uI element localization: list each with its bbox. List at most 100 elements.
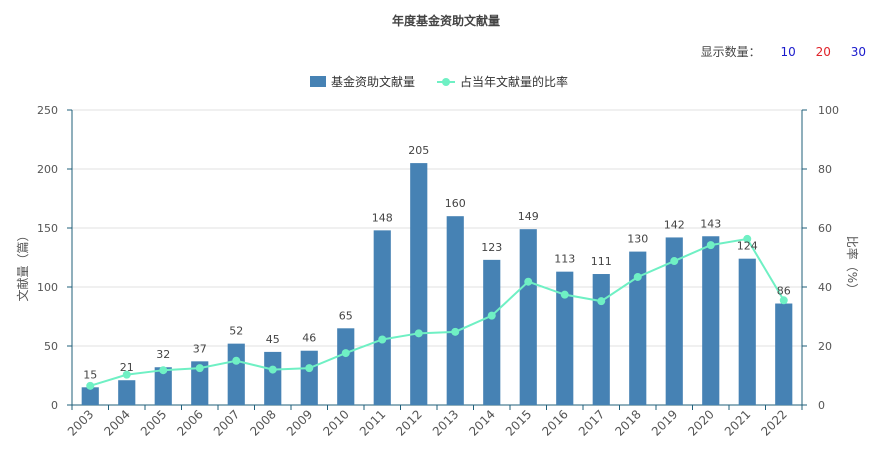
bar-value-label: 149 [518, 210, 539, 223]
ratio-point[interactable] [560, 290, 569, 299]
ratio-point[interactable] [378, 335, 387, 344]
bar-value-label: 37 [193, 342, 207, 355]
bar-value-label: 46 [302, 332, 316, 345]
bar[interactable] [373, 230, 391, 405]
y2-tick-label: 0 [818, 399, 825, 412]
bar[interactable] [556, 271, 574, 405]
x-tick-label: 2014 [466, 407, 497, 438]
bar[interactable] [154, 367, 172, 405]
bar-value-label: 21 [120, 361, 134, 374]
bar-value-label: 111 [591, 255, 612, 268]
bar[interactable] [191, 361, 209, 405]
ratio-line [89, 237, 785, 387]
ratio-point[interactable] [122, 370, 131, 379]
ratio-point[interactable] [195, 364, 204, 373]
grid-lines [72, 109, 802, 347]
x-tick-label: 2007 [211, 407, 242, 438]
y-tick-label: 100 [37, 281, 58, 294]
bar-value-label: 65 [339, 309, 353, 322]
y2-tick-label: 40 [818, 281, 832, 294]
legend-item-line[interactable]: 占当年文献量的比率 [437, 74, 568, 89]
bar[interactable] [410, 163, 428, 405]
ratio-point[interactable] [670, 257, 679, 266]
x-tick-label: 2021 [722, 407, 753, 438]
bar[interactable] [337, 328, 355, 405]
bar-value-label: 86 [777, 285, 791, 298]
bar-value-label: 15 [83, 368, 97, 381]
bar-value-label: 205 [408, 144, 429, 157]
ratio-point[interactable] [305, 364, 314, 373]
y2-tick-label: 20 [818, 340, 832, 353]
legend-label-line: 占当年文献量的比率 [460, 74, 568, 89]
bar-value-label: 160 [445, 197, 466, 210]
y2-tick-label: 60 [818, 222, 832, 235]
ratio-point[interactable] [86, 381, 95, 390]
bar[interactable] [81, 387, 99, 405]
ratio-point[interactable] [779, 296, 788, 305]
legend-swatch-bar [310, 76, 326, 87]
x-tick-label: 2022 [758, 407, 789, 438]
x-tick-label: 2011 [357, 407, 388, 438]
bar-value-label: 143 [700, 217, 721, 230]
x-tick-label: 2006 [174, 407, 205, 438]
bar[interactable] [300, 350, 318, 405]
bar-value-label: 52 [229, 325, 243, 338]
ratio-point[interactable] [268, 365, 277, 374]
ratio-point[interactable] [633, 272, 642, 281]
bar-value-label: 148 [372, 211, 393, 224]
bar[interactable] [665, 237, 683, 405]
y-tick-label: 50 [44, 340, 58, 353]
bar[interactable] [264, 351, 282, 405]
x-tick-label: 2013 [430, 407, 461, 438]
bar[interactable] [483, 259, 501, 405]
y-tick-label: 250 [37, 104, 58, 117]
display-count-option-20[interactable]: 20 [815, 45, 831, 59]
bar[interactable] [738, 258, 756, 405]
x-tick-label: 2015 [503, 407, 534, 438]
x-tick-label: 2003 [65, 407, 96, 438]
ratio-point[interactable] [597, 297, 606, 306]
display-count-option-10[interactable]: 10 [780, 45, 796, 59]
display-count-label: 显示数量： [700, 45, 761, 59]
bar[interactable] [592, 274, 610, 405]
data-labels: 15 21 32 37 52 45 46 65 148 205 160 123 149 113 111 130… [83, 144, 791, 381]
ratio-point[interactable] [414, 329, 423, 338]
bar[interactable] [702, 236, 720, 405]
bar[interactable] [629, 251, 647, 405]
x-tick-label: 2018 [612, 407, 643, 438]
ratio-point[interactable] [341, 349, 350, 358]
display-count-selector: 显示数量： 10 20 30 [701, 43, 866, 60]
chart-title: 年度基金资助文献量 [391, 14, 500, 28]
bar[interactable] [446, 216, 464, 405]
legend: 基金资助文献量 占当年文献量的比率 [310, 74, 568, 89]
ratio-point[interactable] [451, 327, 460, 336]
x-tick-label: 2005 [138, 407, 169, 438]
x-tick-label: 2020 [685, 407, 716, 438]
ratio-point[interactable] [487, 311, 496, 320]
y2-tick-label: 100 [818, 104, 839, 117]
y-tick-label: 200 [37, 163, 58, 176]
ratio-point[interactable] [743, 234, 752, 243]
bar[interactable] [519, 229, 537, 405]
x-tick-label: 2012 [393, 407, 424, 438]
bar[interactable] [227, 343, 245, 405]
bar-value-label: 123 [481, 241, 502, 254]
x-tick-label: 2019 [649, 407, 680, 438]
bar[interactable] [775, 303, 793, 405]
y-axis-title: 文献量（篇） [15, 229, 30, 301]
ratio-point[interactable] [524, 277, 533, 286]
x-tick-label: 2016 [539, 407, 570, 438]
line-series [86, 234, 788, 390]
legend-label-bar: 基金资助文献量 [331, 74, 415, 89]
ratio-point[interactable] [706, 241, 715, 250]
legend-swatch-point [442, 78, 450, 86]
ratio-point[interactable] [232, 356, 241, 365]
display-count-option-30[interactable]: 30 [850, 45, 866, 59]
x-tick-label: 2010 [320, 407, 351, 438]
bar-value-label: 113 [554, 253, 575, 266]
legend-item-bar[interactable]: 基金资助文献量 [310, 74, 415, 89]
bar-value-label: 124 [737, 240, 758, 253]
ratio-point[interactable] [159, 366, 168, 375]
bar[interactable] [118, 380, 136, 405]
